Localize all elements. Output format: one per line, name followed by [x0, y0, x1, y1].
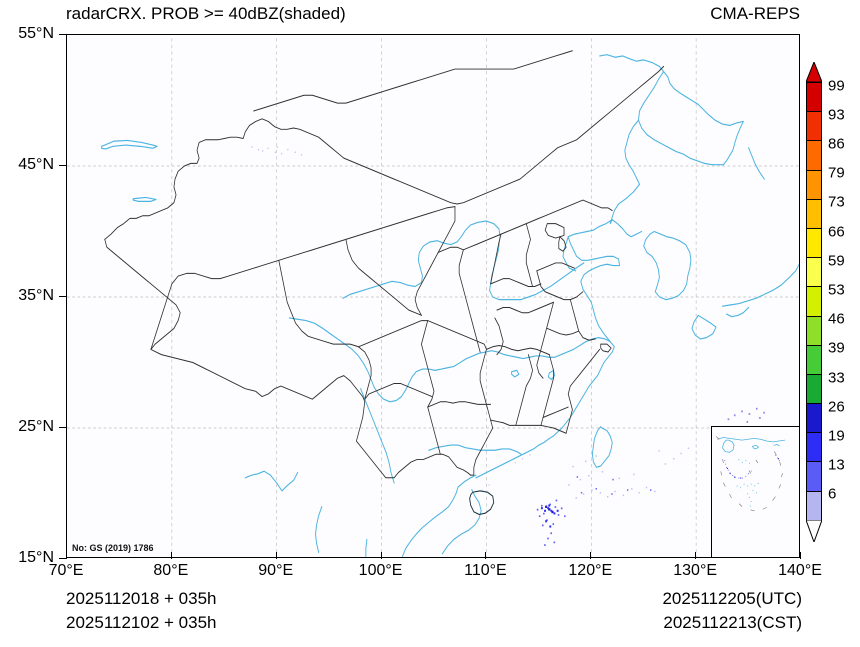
- colorbar-tick-label: 93: [828, 106, 845, 124]
- page-title: radarCRX. PROB >= 40dBZ(shaded): [66, 4, 346, 23]
- x-tick-label: 110°E: [464, 562, 507, 579]
- south-china-sea-inset[interactable]: [711, 426, 799, 557]
- colorbar-tick-label: 46: [828, 310, 845, 328]
- x-tick-label: 70°E: [48, 562, 84, 579]
- colorbar-tick-label: 39: [828, 339, 845, 357]
- inset-graphic: [716, 436, 786, 512]
- colorbar-cell: [807, 491, 821, 521]
- x-tick-mark: [485, 552, 487, 559]
- colorbar-under-arrow: [806, 520, 822, 542]
- y-tick-label: 25°N: [18, 418, 54, 435]
- colorbar-cells: [806, 82, 822, 521]
- x-tick-label: 130°E: [673, 562, 718, 579]
- x-tick-mark: [66, 552, 67, 559]
- x-tick-mark: [590, 552, 592, 559]
- y-tick-label: 55°N: [18, 25, 54, 42]
- colorbar-cell: [807, 374, 821, 405]
- y-tick-mark: [59, 427, 66, 428]
- colorbar-cell: [807, 141, 821, 171]
- footer-valid-time-utc: 2025112205(UTC): [662, 589, 802, 608]
- y-tick-label: 35°N: [18, 287, 54, 304]
- y-tick-mark: [59, 165, 66, 166]
- colorbar-cell: [807, 83, 821, 113]
- colorbar-tick-label: 53: [828, 281, 845, 299]
- colorbar-cell: [807, 258, 821, 288]
- colorbar-tick-label: 66: [828, 223, 845, 240]
- map-plot-area[interactable]: No: GS (2019) 1786: [66, 34, 800, 558]
- colorbar-tick-label: 99: [828, 77, 845, 94]
- colorbar-tick-label: 79: [828, 164, 845, 182]
- colorbar-tick-label: 59: [828, 252, 845, 270]
- colorbar-cell: [807, 345, 821, 375]
- colorbar-tick-label: 26: [828, 398, 845, 416]
- x-tick-mark: [170, 552, 172, 559]
- precip-shading: [251, 146, 765, 546]
- colorbar-cell: [807, 404, 821, 434]
- map-graphic: [67, 35, 799, 557]
- colorbar-tick-label: 33: [828, 369, 845, 386]
- x-tick-label: 100°E: [358, 562, 403, 579]
- colorbar-tick-label: 86: [828, 135, 845, 153]
- map-approval-number: No: GS (2019) 1786: [71, 543, 155, 553]
- agency-label: CMA-REPS: [710, 4, 800, 23]
- colorbar-cell: [807, 316, 821, 346]
- x-tick-mark: [275, 552, 277, 559]
- footer-init-time-cst: 2025112102 + 035h: [66, 613, 217, 632]
- colorbar-cell: [807, 170, 821, 200]
- colorbar-tick-label: 6: [828, 485, 837, 503]
- colorbar-over-arrow: [806, 62, 822, 82]
- x-tick-label: 140°E: [778, 562, 822, 579]
- x-tick-mark: [800, 552, 801, 559]
- y-tick-label: 45°N: [18, 156, 54, 173]
- footer-valid-time-cst: 2025112213(CST): [663, 613, 802, 632]
- colorbar-cell: [807, 228, 821, 259]
- colorbar[interactable]: 99 93 86 79 73 66 59 53 46 39 33 26 19 13 6: [806, 62, 854, 542]
- colorbar-tick-label: 13: [828, 456, 845, 474]
- x-tick-mark: [380, 552, 382, 559]
- y-tick-mark: [59, 558, 66, 559]
- colorbar-tick-label: 19: [828, 427, 845, 445]
- colorbar-cell: [807, 433, 821, 463]
- y-tick-label: 15°N: [18, 549, 54, 566]
- y-tick-mark: [59, 296, 66, 297]
- x-tick-mark: [695, 552, 697, 559]
- footer-init-time-utc: 2025112018 + 035h: [66, 589, 217, 608]
- colorbar-cell: [807, 462, 821, 492]
- colorbar-cell: [807, 112, 821, 142]
- x-tick-label: 120°E: [568, 562, 613, 579]
- colorbar-tick-label: 73: [828, 193, 845, 211]
- x-tick-label: 80°E: [153, 562, 189, 579]
- y-tick-mark: [59, 34, 66, 35]
- colorbar-cell: [807, 199, 821, 229]
- colorbar-cell: [807, 287, 821, 317]
- x-tick-label: 90°E: [258, 562, 294, 579]
